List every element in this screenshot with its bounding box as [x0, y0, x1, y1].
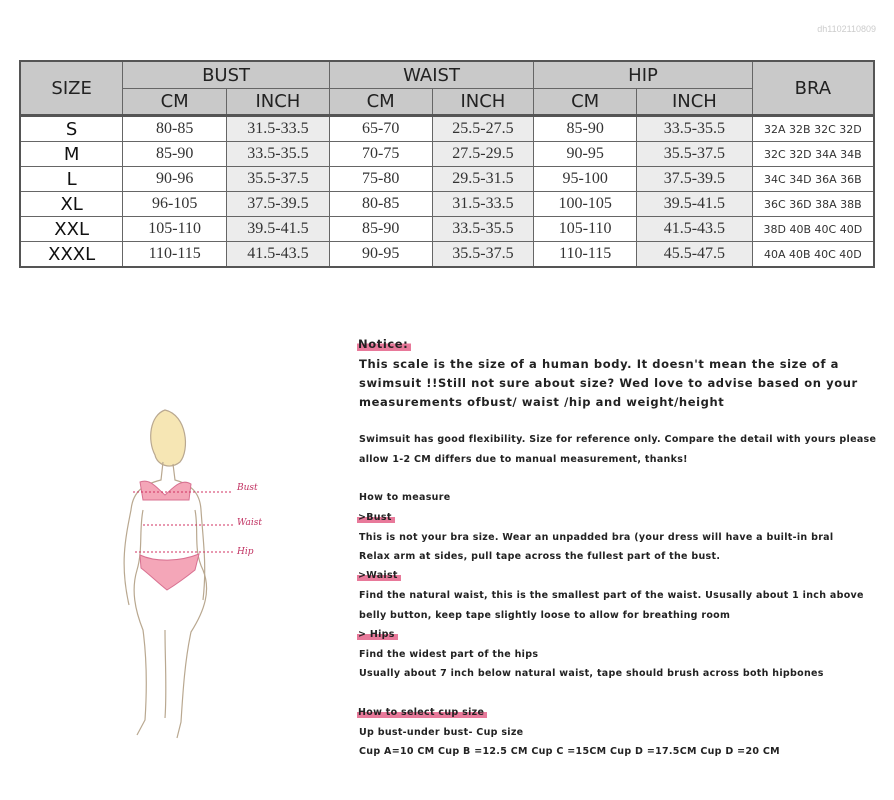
cup-line: Cup A=10 CM Cup B =12.5 CM Cup C =15CM C…: [359, 746, 780, 757]
cell-waist-in: 31.5-33.5: [431, 191, 535, 217]
header-hip-cm: CM: [533, 88, 638, 116]
cell-hip-in: 41.5-43.5: [636, 216, 753, 242]
bust-heading: >Bust: [357, 512, 395, 523]
cell-hip-in: 35.5-37.5: [636, 141, 753, 167]
cell-hip-cm: 85-90: [533, 115, 638, 142]
header-bra: BRA: [751, 60, 875, 116]
table-row: M 85-90 33.5-35.5 70-75 27.5-29.5 90-95 35.5-3…: [19, 141, 875, 167]
cell-bust-cm: 85-90: [122, 141, 228, 167]
cell-bra: 32A 32B 32C 32D: [751, 115, 875, 142]
table-row: S 80-85 31.5-33.5 65-70 25.5-27.5 85-90 33.5-3…: [19, 115, 875, 142]
bust-label: Bust: [236, 483, 258, 493]
cell-bust-in: 35.5-37.5: [226, 166, 330, 192]
cell-bust-in: 33.5-35.5: [226, 141, 330, 167]
cell-waist-cm: 80-85: [328, 191, 433, 217]
cell-waist-in: 25.5-27.5: [431, 115, 535, 142]
cell-hip-cm: 110-115: [533, 241, 638, 268]
watermark: dh1102110809: [817, 24, 876, 34]
cell-bust-in: 39.5-41.5: [226, 216, 330, 242]
table-row: XXXL 110-115 41.5-43.5 90-95 35.5-37.5 110-11…: [19, 241, 875, 268]
cell-hip-in: 39.5-41.5: [636, 191, 753, 217]
notice-line: swimsuit !!Still not sure about size? We…: [359, 376, 858, 390]
table-row: XL 96-105 37.5-39.5 80-85 31.5-33.5 100-105 39…: [19, 191, 875, 217]
hip-label: Hip: [236, 547, 254, 557]
bust-line: Relax arm at sides, pull tape across the…: [359, 551, 721, 562]
cell-hip-in: 33.5-35.5: [636, 115, 753, 142]
cell-bust-in: 31.5-33.5: [226, 115, 330, 142]
header-waist-cm: CM: [328, 88, 433, 116]
waist-label: Waist: [237, 518, 262, 528]
header-bust-inch: INCH: [226, 88, 330, 116]
size-chart-table: SIZE BUST WAIST HIP BRA CM INCH CM INCH …: [19, 60, 875, 268]
cell-hip-cm: 95-100: [533, 166, 638, 192]
cell-bra: 32C 32D 34A 34B: [751, 141, 875, 167]
cell-hip-cm: 105-110: [533, 216, 638, 242]
cell-bust-cm: 80-85: [122, 115, 228, 142]
cell-bra: 36C 36D 38A 38B: [751, 191, 875, 217]
cell-bust-cm: 96-105: [122, 191, 228, 217]
header-waist-inch: INCH: [431, 88, 535, 116]
how-to-measure-heading: How to measure: [359, 492, 451, 503]
notice-line: This scale is the size of a human body. …: [359, 357, 840, 371]
cell-waist-cm: 85-90: [328, 216, 433, 242]
flex-line: allow 1-2 CM differs due to manual measu…: [359, 454, 688, 465]
notice-line: measurements ofbust/ waist /hip and weig…: [359, 395, 725, 409]
cell-waist-cm: 65-70: [328, 115, 433, 142]
cell-size: XXXL: [19, 241, 124, 268]
cup-size-heading: How to select cup size: [357, 707, 488, 718]
cell-bra: 40A 40B 40C 40D: [751, 241, 875, 268]
hips-heading: > Hips: [357, 629, 398, 640]
cell-bust-cm: 90-96: [122, 166, 228, 192]
hips-line: Usually about 7 inch below natural waist…: [359, 668, 824, 679]
cell-size: XXL: [19, 216, 124, 242]
flex-line: Swimsuit has good flexibility. Size for …: [359, 434, 877, 445]
table-row: XXL 105-110 39.5-41.5 85-90 33.5-35.5 105-110…: [19, 216, 875, 242]
cell-waist-cm: 75-80: [328, 166, 433, 192]
cell-bust-cm: 110-115: [122, 241, 228, 268]
cell-bra: 38D 40B 40C 40D: [751, 216, 875, 242]
header-hip: HIP: [533, 60, 753, 89]
cell-hip-cm: 100-105: [533, 191, 638, 217]
cell-size: M: [19, 141, 124, 167]
header-bust: BUST: [122, 60, 330, 89]
cell-waist-in: 35.5-37.5: [431, 241, 535, 268]
header-hip-inch: INCH: [636, 88, 753, 116]
cup-line: Up bust-under bust- Cup size: [359, 727, 524, 738]
cell-hip-cm: 90-95: [533, 141, 638, 167]
cell-bra: 34C 34D 36A 36B: [751, 166, 875, 192]
cell-size: XL: [19, 191, 124, 217]
cell-waist-in: 33.5-35.5: [431, 216, 535, 242]
cell-hip-in: 37.5-39.5: [636, 166, 753, 192]
cell-bust-in: 41.5-43.5: [226, 241, 330, 268]
bust-line: This is not your bra size. Wear an unpad…: [359, 532, 834, 543]
cell-waist-cm: 90-95: [328, 241, 433, 268]
waist-line: Find the natural waist, this is the smal…: [359, 590, 864, 601]
header-waist: WAIST: [328, 60, 535, 89]
cell-waist-in: 29.5-31.5: [431, 166, 535, 192]
notice-title: Notice:: [357, 337, 412, 351]
cell-size: S: [19, 115, 124, 142]
cell-bust-in: 37.5-39.5: [226, 191, 330, 217]
cell-waist-in: 27.5-29.5: [431, 141, 535, 167]
cell-size: L: [19, 166, 124, 192]
cell-hip-in: 45.5-47.5: [636, 241, 753, 268]
header-size: SIZE: [19, 60, 124, 116]
table-row: L 90-96 35.5-37.5 75-80 29.5-31.5 95-100 37.5-…: [19, 166, 875, 192]
header-bust-cm: CM: [122, 88, 228, 116]
hips-line: Find the widest part of the hips: [359, 649, 539, 660]
body-measurement-figure: Bust Waist Hip: [123, 409, 262, 739]
waist-heading: >Waist: [357, 570, 401, 581]
cell-waist-cm: 70-75: [328, 141, 433, 167]
cell-bust-cm: 105-110: [122, 216, 228, 242]
waist-line: belly button, keep tape slightly loose t…: [359, 610, 731, 621]
